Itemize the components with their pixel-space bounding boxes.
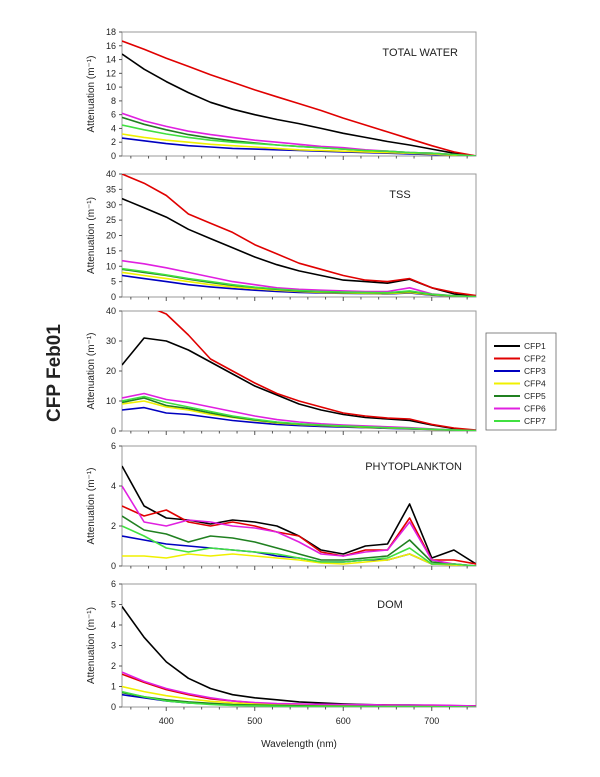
y-tick-label: 6: [111, 579, 116, 589]
panel-1: 0 2 4 6 8 10 12 14 16 18 Attenuation (m⁻¹) TOTAL WA…: [86, 27, 477, 161]
y-tick-label: 2: [111, 137, 116, 147]
y-tick-label: 18: [106, 27, 116, 37]
series-line-cfp7: [122, 690, 476, 707]
series-line-cfp2: [156, 311, 476, 431]
x-tick-label: 400: [159, 716, 174, 726]
series-line-cfp7: [122, 124, 476, 156]
y-tick-label: 2: [111, 661, 116, 671]
legend-label-cfp6: CFP6: [524, 404, 546, 414]
panel-title: TOTAL WATER: [382, 47, 458, 59]
y-tick-label: 20: [106, 366, 116, 376]
series-line-cfp2: [122, 174, 476, 297]
legend-label-cfp1: CFP1: [524, 341, 546, 351]
legend-label-cfp5: CFP5: [524, 391, 546, 401]
y-tick-label: 2: [111, 521, 116, 531]
y-axis-label: Attenuation (m⁻¹): [86, 333, 97, 410]
legend-label-cfp4: CFP4: [524, 379, 546, 389]
x-tick-label: 700: [424, 716, 439, 726]
y-tick-label: 6: [111, 441, 116, 451]
y-axis-label: Attenuation (m⁻¹): [86, 607, 97, 684]
legend: CFP1 CFP2 CFP3 CFP4 CFP5 CFP6 CFP7: [485, 332, 557, 431]
series-line-cfp2: [122, 40, 476, 156]
y-tick-label: 4: [111, 481, 116, 491]
plot-frame: [121, 583, 477, 708]
y-tick-label: 40: [106, 306, 116, 316]
plot-frame: [121, 31, 477, 157]
legend-label-cfp3: CFP3: [524, 366, 546, 376]
y-tick-label: 15: [106, 246, 116, 256]
panel-2: 0 5 10 15 20 25 30 35 40 Attenuation (m⁻¹) TSS: [86, 169, 477, 302]
series-line-cfp6: [122, 671, 476, 707]
y-axis-label: Attenuation (m⁻¹): [86, 197, 97, 274]
y-tick-label: 30: [106, 200, 116, 210]
panel-3: 0 10 20 30 40 Attenuation (m⁻¹): [86, 306, 477, 436]
series-line-cfp1: [122, 197, 476, 297]
y-tick-label: 30: [106, 336, 116, 346]
y-tick-label: 40: [106, 169, 116, 179]
series-line-cfp1: [122, 53, 476, 156]
y-tick-label: 35: [106, 184, 116, 194]
panel-title: PHYTOPLANKTON: [365, 461, 462, 473]
y-tick-label: 0: [111, 151, 116, 161]
y-tick-label: 10: [106, 82, 116, 92]
y-tick-label: 0: [111, 292, 116, 302]
series-line-cfp2: [122, 505, 476, 565]
series-line-cfp6: [122, 259, 476, 297]
y-tick-label: 0: [111, 426, 116, 436]
y-axis-label: Attenuation (m⁻¹): [86, 468, 97, 545]
panel-title: DOM: [377, 599, 403, 611]
y-tick-label: 4: [111, 123, 116, 133]
series-line-cfp7: [122, 395, 476, 431]
series-line-cfp3: [122, 406, 476, 431]
legend-label-cfp2: CFP2: [524, 354, 546, 364]
figure-label: CFP Feb01: [44, 324, 65, 422]
y-tick-label: 10: [106, 396, 116, 406]
y-tick-label: 3: [111, 641, 116, 651]
x-tick-label: 600: [336, 716, 351, 726]
y-tick-label: 0: [111, 702, 116, 712]
series-line-cfp3: [122, 535, 476, 566]
panel-4: 0 2 4 6 Attenuation (m⁻¹) PHYTOPLANKTON: [86, 441, 477, 571]
panel-title: TSS: [389, 189, 410, 201]
series-group: [122, 606, 476, 707]
x-axis-label: Wavelength (nm): [261, 739, 337, 750]
y-tick-label: 4: [111, 620, 116, 630]
series-line-cfp5: [122, 515, 476, 566]
series-line-cfp1: [122, 337, 476, 431]
y-axis-label: Attenuation (m⁻¹): [86, 56, 97, 133]
series-group: [122, 40, 476, 156]
y-tick-label: 12: [106, 68, 116, 78]
y-tick-label: 5: [111, 277, 116, 287]
legend-label-cfp7: CFP7: [524, 416, 546, 426]
y-tick-label: 1: [111, 682, 116, 692]
x-tick-label: 500: [247, 716, 262, 726]
series-group: [122, 465, 476, 566]
legend-box: [485, 332, 557, 431]
series-line-cfp6: [122, 485, 476, 566]
series-line-cfp7: [122, 267, 476, 297]
y-tick-label: 6: [111, 110, 116, 120]
y-tick-label: 25: [106, 215, 116, 225]
series-group: [122, 311, 476, 431]
y-tick-label: 8: [111, 96, 116, 106]
y-tick-label: 14: [106, 55, 116, 65]
series-line-cfp7: [122, 525, 476, 566]
y-tick-label: 10: [106, 261, 116, 271]
y-tick-label: 16: [106, 41, 116, 51]
series-line-cfp4: [122, 553, 476, 566]
panel-5: 0 1 2 3 4 5 6 400 500 600 700 Wavelength (nm) Attenu…: [86, 579, 477, 750]
y-tick-label: 20: [106, 231, 116, 241]
series-group: [122, 174, 476, 297]
y-tick-label: 0: [111, 561, 116, 571]
plot-frame: [121, 173, 477, 298]
y-tick-label: 5: [111, 600, 116, 610]
